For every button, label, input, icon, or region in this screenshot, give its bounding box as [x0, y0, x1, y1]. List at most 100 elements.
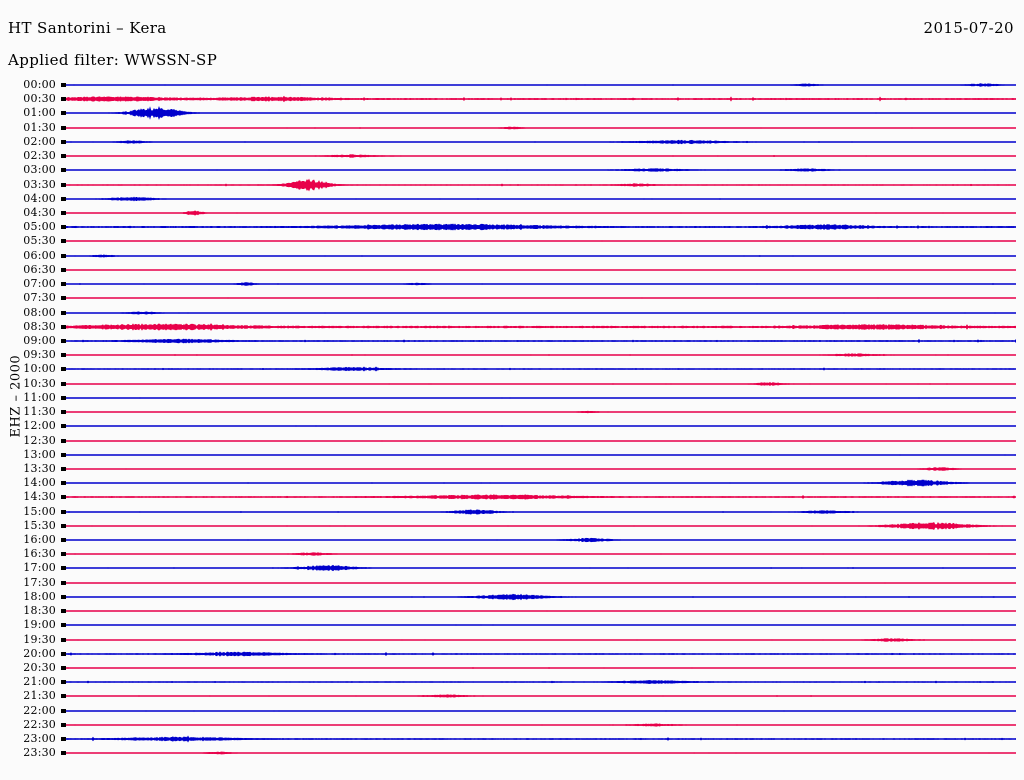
trace-time-label: 02:30: [23, 149, 56, 163]
waveform-trace: [66, 322, 1016, 331]
waveform-trace: [66, 565, 1016, 572]
waveform-trace: [66, 410, 1016, 414]
trace-row: 18:30: [0, 604, 1024, 618]
axis-tick: [61, 196, 66, 201]
waveform-trace: [66, 353, 1016, 357]
axis-tick: [61, 267, 66, 272]
waveform-trace: [66, 453, 1016, 456]
trace-time-label: 22:00: [23, 703, 56, 717]
trace-row: 22:00: [0, 704, 1024, 718]
trace-row: 08:30: [0, 320, 1024, 334]
trace-time-label: 03:30: [23, 177, 56, 191]
trace-time-label: 17:00: [23, 561, 56, 575]
axis-tick: [61, 495, 66, 500]
axis-tick: [61, 751, 66, 756]
axis-tick: [61, 168, 66, 173]
waveform-trace: [66, 479, 1016, 487]
trace-row: 10:30: [0, 377, 1024, 391]
axis-tick: [61, 594, 66, 599]
axis-tick: [61, 111, 66, 116]
waveform-trace: [66, 624, 1016, 627]
axis-tick: [61, 722, 66, 727]
waveform-trace: [66, 735, 1016, 743]
waveform-trace: [66, 552, 1016, 556]
trace-time-label: 22:30: [23, 717, 56, 731]
waveform-trace: [66, 667, 1016, 669]
axis-tick: [61, 210, 66, 215]
trace-time-label: 07:00: [23, 277, 56, 291]
waveform-trace: [66, 439, 1016, 442]
trace-row: 14:00: [0, 476, 1024, 490]
trace-time-label: 01:00: [23, 106, 56, 120]
trace-row: 11:30: [0, 405, 1024, 419]
trace-row: 00:00: [0, 78, 1024, 92]
trace-time-label: 13:30: [23, 461, 56, 475]
waveform-trace: [66, 338, 1016, 344]
trace-row: 19:30: [0, 633, 1024, 647]
trace-row: 23:30: [0, 746, 1024, 760]
trace-time-label: 01:30: [23, 120, 56, 134]
trace-row: 12:30: [0, 434, 1024, 448]
trace-time-label: 09:00: [23, 333, 56, 347]
waveform-trace: [66, 751, 1016, 755]
trace-time-label: 06:30: [23, 262, 56, 276]
waveform-trace: [66, 253, 1016, 258]
axis-tick: [61, 452, 66, 457]
axis-tick: [61, 523, 66, 528]
waveform-trace: [66, 282, 1016, 286]
trace-time-label: 02:00: [23, 134, 56, 148]
trace-time-label: 19:00: [23, 618, 56, 632]
axis-tick: [61, 680, 66, 685]
axis-tick: [61, 324, 66, 329]
trace-row: 05:00: [0, 220, 1024, 234]
trace-row: 01:00: [0, 106, 1024, 121]
axis-tick: [61, 466, 66, 471]
trace-row: 22:30: [0, 718, 1024, 732]
trace-row: 11:00: [0, 391, 1024, 405]
trace-row: 07:30: [0, 291, 1024, 305]
trace-row: 09:00: [0, 334, 1024, 348]
trace-row: 01:30: [0, 121, 1024, 135]
trace-row: 23:00: [0, 732, 1024, 746]
axis-tick: [61, 310, 66, 315]
trace-row: 15:30: [0, 519, 1024, 533]
axis-tick: [61, 580, 66, 585]
axis-tick: [61, 538, 66, 543]
page-title: HT Santorini – Kera: [8, 19, 167, 37]
trace-time-label: 17:30: [23, 575, 56, 589]
trace-row: 16:30: [0, 547, 1024, 561]
trace-time-label: 15:30: [23, 518, 56, 532]
axis-tick: [61, 139, 66, 144]
trace-time-label: 12:00: [23, 419, 56, 433]
trace-time-label: 03:00: [23, 163, 56, 177]
axis-tick: [61, 395, 66, 400]
trace-row: 04:00: [0, 192, 1024, 206]
axis-tick: [61, 694, 66, 699]
trace-time-label: 09:30: [23, 348, 56, 362]
axis-tick: [61, 225, 66, 230]
axis-tick: [61, 182, 66, 187]
trace-row: 02:00: [0, 135, 1024, 149]
axis-tick: [61, 338, 66, 343]
waveform-trace: [66, 509, 1016, 515]
waveform-trace: [66, 83, 1016, 87]
waveform-trace: [66, 610, 1016, 612]
trace-time-label: 04:00: [23, 191, 56, 205]
waveform-trace: [66, 366, 1016, 372]
trace-time-label: 23:30: [23, 746, 56, 760]
trace-row: 07:00: [0, 277, 1024, 291]
waveform-trace: [66, 196, 1016, 202]
trace-time-label: 08:30: [23, 319, 56, 333]
axis-tick: [61, 83, 66, 87]
waveform-trace: [66, 694, 1016, 699]
trace-row: 08:00: [0, 306, 1024, 320]
trace-row: 13:00: [0, 448, 1024, 462]
trace-row: 06:00: [0, 249, 1024, 263]
trace-time-label: 18:30: [23, 604, 56, 618]
waveform-trace: [66, 269, 1016, 271]
trace-time-label: 05:30: [23, 234, 56, 248]
waveform-trace: [66, 223, 1016, 231]
trace-time-label: 11:30: [23, 405, 56, 419]
trace-time-label: 19:30: [23, 632, 56, 646]
